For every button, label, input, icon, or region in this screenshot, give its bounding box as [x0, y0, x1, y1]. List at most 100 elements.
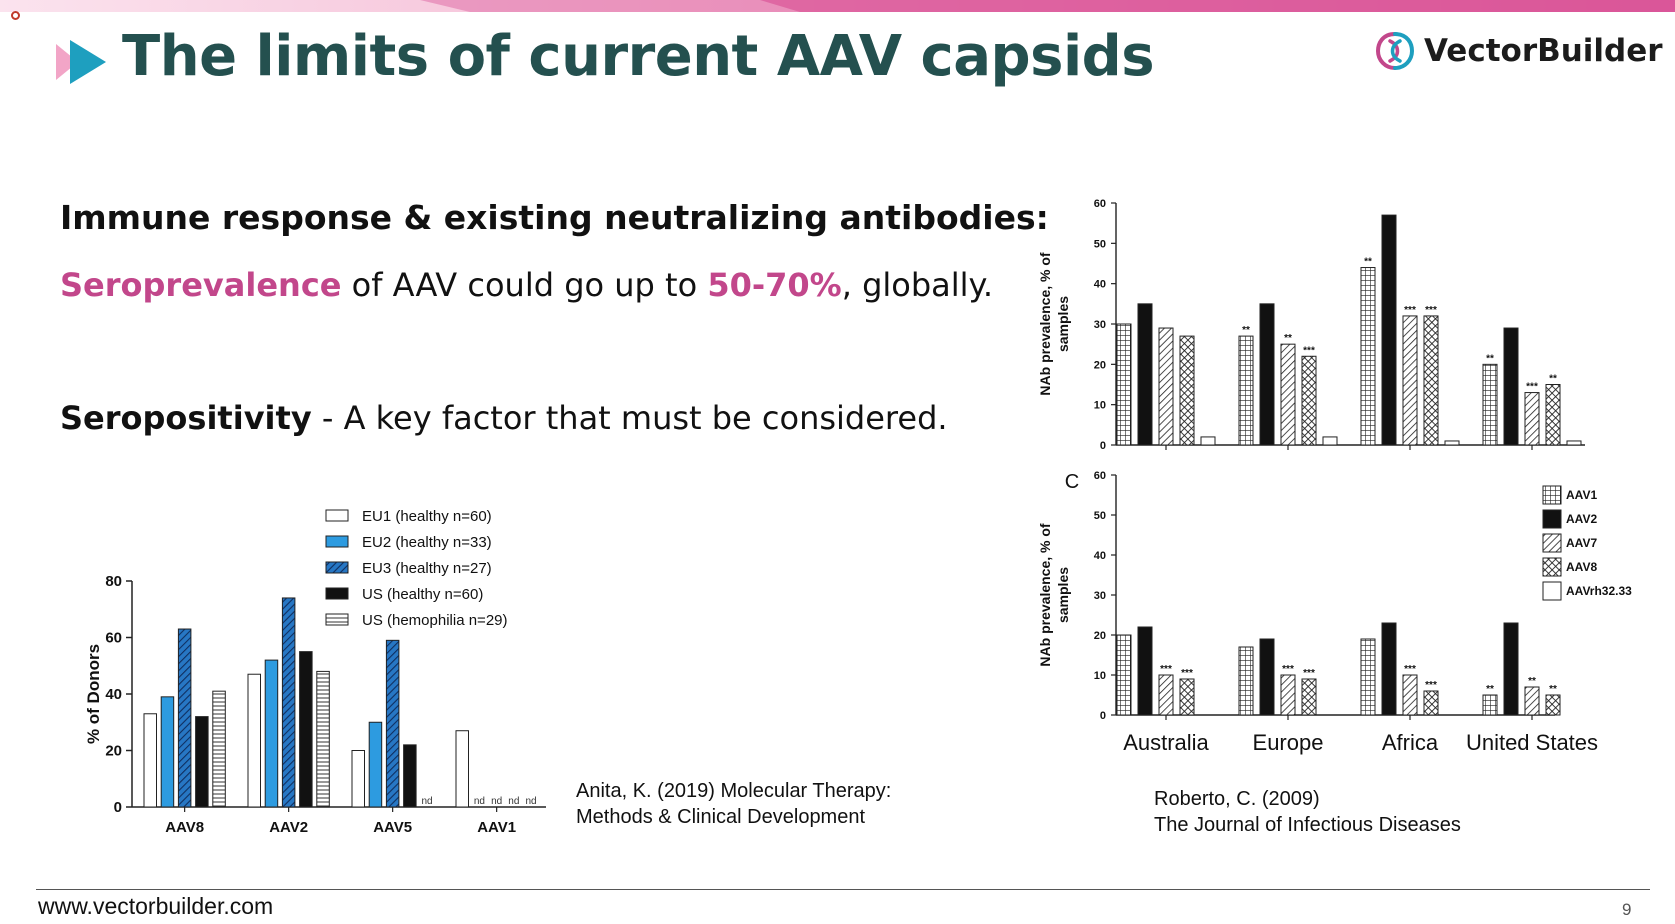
- bar-australia-aavrh32-33: [1200, 436, 1216, 446]
- legend-swatch-eu3-healthy-n-27: [325, 561, 349, 574]
- title-arrows-icon: [56, 40, 106, 84]
- sig-africa-aav8: ***: [1425, 305, 1437, 316]
- bar-africa-aav1: [1360, 638, 1376, 716]
- sig-united-states-aav8: **: [1549, 374, 1557, 385]
- donors-bar-chart: 0 20 40 60 80 % of Donors AAV8 AAV2 AAV5 nd AAV1 nd…: [84, 508, 546, 836]
- sig-africa-aav7: ***: [1404, 664, 1416, 675]
- citation-left-line-2: Methods & Clinical Development: [576, 806, 866, 828]
- y-axis-label-line-2: samples: [1055, 296, 1071, 352]
- x-tick-label-aav8: AAV8: [165, 819, 204, 836]
- seropositivity-rest-text: - A key factor that must be considered.: [311, 399, 948, 437]
- bar-africa-aav2: [1381, 214, 1397, 446]
- y-tick-label-50: 50: [1094, 510, 1106, 522]
- x-tick-label-aav1: AAV1: [477, 819, 516, 836]
- bar-africa-aav2: [1381, 622, 1397, 716]
- legend-label-aav7: AAV7: [1566, 536, 1597, 550]
- bar-united-states-aav7: [1524, 392, 1540, 446]
- logo-helix-icon: [1375, 32, 1415, 70]
- y-axis-label-line-2: samples: [1055, 567, 1071, 623]
- legend-swatch-aav7: [1542, 533, 1562, 553]
- bar-aav2-eu1-healthy-n-60: [247, 673, 261, 808]
- sig-united-states-aav1: **: [1486, 353, 1494, 364]
- bar-aav5-eu2-healthy-n-33: [368, 721, 383, 808]
- bar-europe-aav7: [1280, 674, 1296, 716]
- y-tick-label-40: 40: [105, 686, 122, 703]
- y-tick-label-0: 0: [114, 799, 122, 816]
- bar-united-states-aav1: [1482, 694, 1498, 716]
- legend-swatch-aav2: [1542, 509, 1562, 529]
- bar-australia-aav1: [1116, 323, 1132, 446]
- legend-label-us-hemophilia-n-29: US (hemophilia n=29): [362, 612, 508, 629]
- sig-europe-aav7: ***: [1282, 664, 1294, 675]
- legend-label-aav1: AAV1: [1566, 488, 1597, 502]
- bar-africa-aav1: [1360, 267, 1376, 446]
- bar-europe-aavrh32-33: [1322, 436, 1338, 446]
- sig-united-states-aav1: **: [1486, 684, 1494, 695]
- bar-africa-aav8: [1423, 315, 1439, 446]
- y-tick-label-20: 20: [105, 743, 122, 760]
- sig-united-states-aav8: **: [1549, 684, 1557, 695]
- legend-swatch-eu2-healthy-n-33: [325, 535, 349, 548]
- nab-prevalence-chart-bottom: 0 10 20 30 40 50 60 NAb prevalence, % of samples…: [1037, 470, 1632, 755]
- record-indicator-icon: [11, 11, 20, 20]
- y-tick-label-10: 10: [1094, 670, 1106, 682]
- y-tick-label-30: 30: [1094, 590, 1106, 602]
- bar-aav2-eu2-healthy-n-33: [264, 659, 279, 808]
- bar-africa-aav7: [1402, 674, 1418, 716]
- legend-swatch-aavrh32-33: [1542, 581, 1562, 601]
- sig-australia-aav8: ***: [1181, 668, 1193, 679]
- sig-africa-aav1: **: [1364, 257, 1372, 268]
- bar-aav8-us-healthy-n-60: [195, 716, 209, 808]
- bar-united-states-aav2: [1503, 622, 1519, 716]
- bar-united-states-aav8: [1545, 694, 1561, 716]
- bar-europe-aav7: [1280, 343, 1296, 446]
- bar-australia-aav8: [1179, 678, 1195, 716]
- bar-australia-aav1: [1116, 634, 1132, 716]
- citation-left: Anita, K. (2019) Molecular Therapy: Meth…: [576, 778, 891, 830]
- bar-united-states-aavrh32-33: [1566, 440, 1582, 446]
- bar-africa-aav7: [1402, 315, 1418, 446]
- x-tick-label-africa: Africa: [1382, 730, 1439, 755]
- page-number: 9: [1622, 900, 1632, 919]
- bar-europe-aav1: [1238, 335, 1254, 446]
- nd-label-aav5-4: nd: [421, 796, 432, 807]
- sig-africa-aav7: ***: [1404, 305, 1416, 316]
- bar-australia-aav2: [1137, 626, 1153, 716]
- seroprevalence-line: Seroprevalence of AAV could go up to 50-…: [60, 266, 993, 304]
- y-tick-label-10: 10: [1094, 400, 1106, 412]
- y-tick-label-40: 40: [1094, 279, 1106, 291]
- sig-europe-aav7: **: [1284, 333, 1292, 344]
- bar-aav2-us-healthy-n-60: [299, 651, 313, 808]
- y-tick-label-30: 30: [1094, 319, 1106, 331]
- slide-title: The limits of current AAV capsids: [122, 24, 1155, 89]
- nab-prevalence-chart-top: 0 10 20 30 40 50 60 NAb prevalence, % of samples…: [1037, 198, 1585, 452]
- legend-label-eu2-healthy-n-33: EU2 (healthy n=33): [362, 534, 492, 551]
- bar-united-states-aav1: [1482, 363, 1498, 446]
- citation-right-line-2: The Journal of Infectious Diseases: [1154, 814, 1461, 836]
- legend-swatch-eu1-healthy-n-60: [325, 509, 349, 522]
- bar-aav8-eu3-healthy-n-27: [177, 628, 192, 808]
- bar-australia-aav8: [1179, 335, 1195, 446]
- legend-label-aav2: AAV2: [1566, 512, 1597, 526]
- bar-aav1-eu1-healthy-n-60: [455, 730, 469, 808]
- bar-australia-aav2: [1137, 303, 1153, 446]
- seroprevalence-mid-text: of AAV could go up to: [341, 266, 708, 304]
- seropositivity-line: Seropositivity - A key factor that must …: [60, 399, 948, 437]
- bar-europe-aav2: [1259, 638, 1275, 716]
- sig-united-states-aav7: ***: [1526, 382, 1538, 393]
- sig-europe-aav8: ***: [1303, 668, 1315, 679]
- bar-aav8-eu2-healthy-n-33: [160, 696, 175, 808]
- bar-europe-aav8: [1301, 678, 1317, 716]
- sig-europe-aav1: **: [1242, 325, 1250, 336]
- bar-australia-aav7: [1158, 674, 1174, 716]
- sig-australia-aav7: ***: [1160, 664, 1172, 675]
- sig-africa-aav8: ***: [1425, 680, 1437, 691]
- y-tick-label-20: 20: [1094, 359, 1106, 371]
- y-tick-label-0: 0: [1100, 440, 1106, 452]
- seropositivity-term: Seropositivity: [60, 399, 312, 437]
- sig-europe-aav8: ***: [1303, 345, 1315, 356]
- y-tick-label-60: 60: [1094, 198, 1106, 210]
- legend-label-eu3-healthy-n-27: EU3 (healthy n=27): [362, 560, 492, 577]
- y-tick-label-50: 50: [1094, 238, 1106, 250]
- logo-text: VectorBuilder: [1424, 33, 1663, 69]
